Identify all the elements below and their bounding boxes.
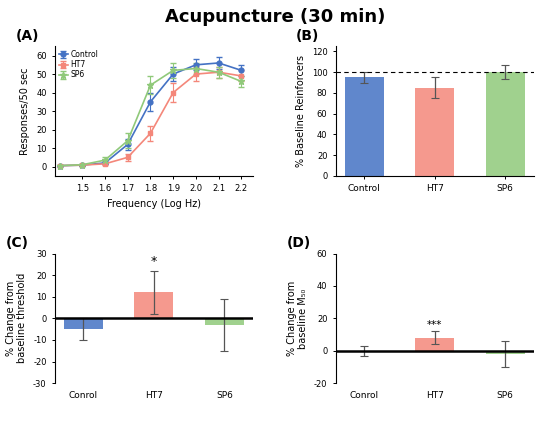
Y-axis label: % Change from
baseline threshold: % Change from baseline threshold [6,273,28,363]
Bar [135,293,173,318]
Text: Acupuncture (30 min): Acupuncture (30 min) [165,8,385,27]
Bar [415,88,454,176]
Bar [415,338,454,351]
Y-axis label: % Change from
baseline M₅₀: % Change from baseline M₅₀ [287,281,309,356]
Bar [205,318,244,325]
Bar [345,77,383,176]
Y-axis label: Responses/50 sec: Responses/50 sec [20,67,30,155]
Legend: Control, HT7, SP6: Control, HT7, SP6 [59,50,98,80]
Text: (C): (C) [6,236,29,250]
Y-axis label: % Baseline Reinforcers: % Baseline Reinforcers [296,55,306,167]
Text: (B): (B) [296,29,320,43]
Text: (D): (D) [287,236,311,250]
Bar [64,318,103,329]
Bar [486,72,525,176]
Bar [486,351,525,354]
X-axis label: Frequency (Log Hz): Frequency (Log Hz) [107,199,201,209]
Text: *: * [151,255,157,268]
Text: (A): (A) [15,29,39,43]
Text: ***: *** [427,320,442,330]
